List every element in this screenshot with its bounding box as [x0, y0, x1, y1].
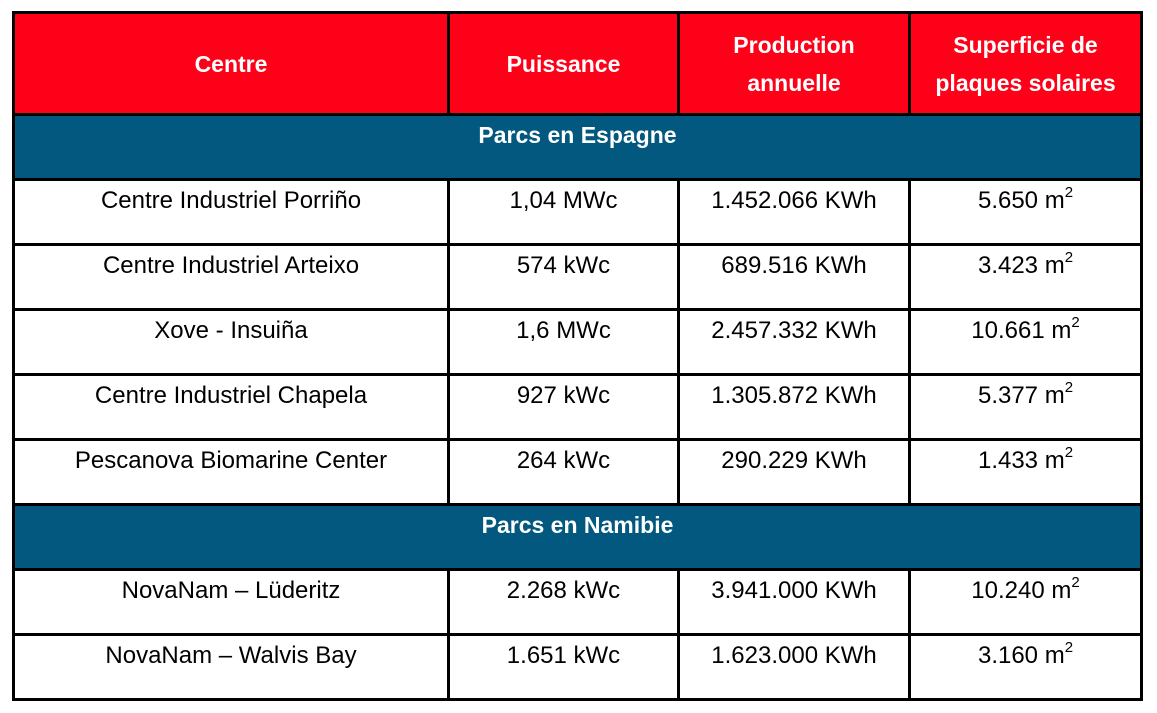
cell-centre: NovaNam – Lüderitz [12, 568, 450, 636]
cell-production: 1.623.000 KWh [677, 633, 911, 701]
cell-superficie: 10.661 m2 [908, 308, 1143, 376]
cell-superficie: 10.240 m2 [908, 568, 1143, 636]
cell-production: 1.305.872 KWh [677, 373, 911, 441]
cell-centre: Centre Industriel Chapela [12, 373, 450, 441]
cell-production: 290.229 KWh [677, 438, 911, 506]
cell-production: 2.457.332 KWh [677, 308, 911, 376]
unit-exponent: 2 [1064, 184, 1074, 201]
superficie-value: 10.661 m [971, 317, 1072, 344]
unit-exponent: 2 [1064, 444, 1074, 461]
table-row: Centre Industriel Porriño 1,04 MWc 1.452… [12, 178, 1143, 246]
cell-centre: NovaNam – Walvis Bay [12, 633, 450, 701]
table-row: Centre Industriel Chapela 927 kWc 1.305.… [12, 373, 1143, 441]
section-row-namibie: Parcs en Namibie [12, 503, 1143, 571]
section-title: Parcs en Espagne [12, 113, 1143, 181]
table-header-row: Centre Puissance Production annuelle Sup… [12, 11, 1143, 116]
cell-superficie: 5.650 m2 [908, 178, 1143, 246]
unit-exponent: 2 [1064, 379, 1074, 396]
cell-puissance: 1,6 MWc [447, 308, 680, 376]
superficie-value: 10.240 m [971, 577, 1072, 604]
superficie-value: 3.160 m [977, 642, 1065, 669]
column-header-production: Production annuelle [677, 11, 911, 116]
cell-puissance: 264 kWc [447, 438, 680, 506]
table-row: NovaNam – Lüderitz 2.268 kWc 3.941.000 K… [12, 568, 1143, 636]
column-header-centre: Centre [12, 11, 450, 116]
column-header-puissance: Puissance [447, 11, 680, 116]
superficie-value: 1.433 m [977, 447, 1065, 474]
unit-exponent: 2 [1064, 249, 1074, 266]
cell-production: 1.452.066 KWh [677, 178, 911, 246]
cell-centre: Centre Industriel Arteixo [12, 243, 450, 311]
unit-exponent: 2 [1071, 574, 1080, 591]
cell-production: 689.516 KWh [677, 243, 911, 311]
superficie-value: 3.423 m [977, 252, 1065, 279]
section-title: Parcs en Namibie [12, 503, 1143, 571]
table-row: Centre Industriel Arteixo 574 kWc 689.51… [12, 243, 1143, 311]
cell-production: 3.941.000 KWh [677, 568, 911, 636]
table-row: Xove - Insuiña 1,6 MWc 2.457.332 KWh 10.… [12, 308, 1143, 376]
cell-superficie: 5.377 m2 [908, 373, 1143, 441]
column-header-superficie: Superficie de plaques solaires [908, 11, 1143, 116]
cell-puissance: 1,04 MWc [447, 178, 680, 246]
section-row-espagne: Parcs en Espagne [12, 113, 1143, 181]
cell-superficie: 3.423 m2 [908, 243, 1143, 311]
cell-puissance: 927 kWc [447, 373, 680, 441]
table-row: Pescanova Biomarine Center 264 kWc 290.2… [12, 438, 1143, 506]
cell-superficie: 3.160 m2 [908, 633, 1143, 701]
unit-exponent: 2 [1071, 314, 1080, 331]
cell-puissance: 1.651 kWc [447, 633, 680, 701]
cell-puissance: 2.268 kWc [447, 568, 680, 636]
table-row: NovaNam – Walvis Bay 1.651 kWc 1.623.000… [12, 633, 1143, 701]
solar-parks-table: Centre Puissance Production annuelle Sup… [12, 11, 1143, 701]
superficie-value: 5.377 m [977, 382, 1065, 409]
unit-exponent: 2 [1064, 639, 1074, 656]
cell-centre: Pescanova Biomarine Center [12, 438, 450, 506]
cell-superficie: 1.433 m2 [908, 438, 1143, 506]
cell-centre: Xove - Insuiña [12, 308, 450, 376]
superficie-value: 5.650 m [977, 187, 1065, 214]
cell-centre: Centre Industriel Porriño [12, 178, 450, 246]
cell-puissance: 574 kWc [447, 243, 680, 311]
